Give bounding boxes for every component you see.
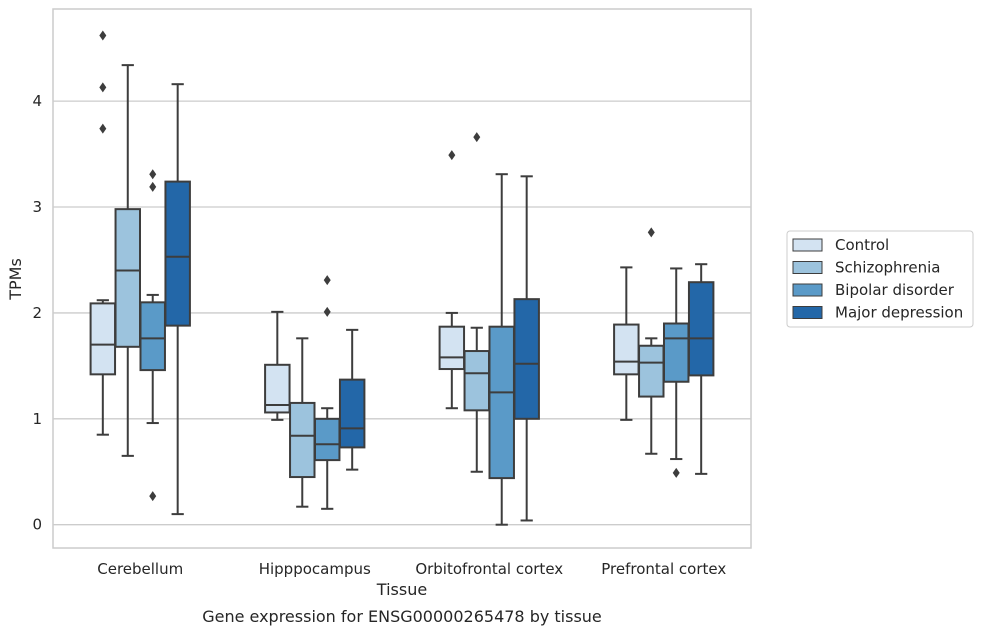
legend-frame: [786, 230, 974, 328]
box-prefrontal-cortex-schizophrenia: [638, 227, 665, 455]
legend-swatch: [792, 306, 823, 319]
x-tick-labels: Cerebellum Hipppocampus Orbitofrontal cort…: [97, 560, 726, 578]
box-cerebellum-major-depression: [164, 83, 191, 516]
legend: Control Schizophrenia Bipolar disorder Majo…: [786, 230, 974, 328]
legend-swatch: [792, 238, 823, 252]
box-body: [114, 208, 142, 348]
chart-caption: Gene expression for ENSG00000265478 by t…: [202, 607, 602, 626]
box-orbitofrontal-cortex-control: [438, 150, 466, 410]
outlier-point: [149, 169, 157, 180]
x-tick-label: Hipppocampus: [259, 560, 371, 578]
box-cerebellum-schizophrenia: [114, 64, 142, 457]
box-prefrontal-cortex-major-depression: [687, 263, 715, 475]
outlier-point: [323, 306, 331, 317]
box-cerebellum-bipolar-disorder: [139, 169, 166, 502]
box-orbitofrontal-cortex-bipolar-disorder: [488, 173, 515, 526]
x-tick-label: Cerebellum: [97, 560, 183, 578]
y-tick-label: 0: [32, 516, 42, 534]
outlier-point: [99, 30, 107, 41]
legend-label: Bipolar disorder: [835, 281, 955, 299]
y-tick-labels: 0 1 2 3 4: [32, 92, 42, 534]
box-hipppocampus-control: [264, 310, 291, 421]
box-hipppocampus-major-depression: [338, 328, 366, 471]
box-body: [488, 325, 515, 480]
box-body: [638, 344, 665, 398]
box-hipppocampus-schizophrenia: [289, 337, 316, 508]
box-body: [438, 325, 466, 371]
legend-label: Schizophrenia: [835, 259, 940, 277]
legend-swatch: [792, 261, 823, 274]
box-cerebellum-control: [89, 30, 117, 436]
box-hipppocampus-bipolar-disorder: [313, 275, 341, 510]
plot-frame: [52, 8, 752, 549]
outlier-point: [149, 181, 157, 192]
box-body: [613, 323, 640, 376]
y-tick-label: 2: [32, 304, 42, 322]
box-body: [139, 301, 166, 372]
box-prefrontal-cortex-control: [613, 266, 640, 421]
outlier-point: [149, 491, 157, 502]
box-orbitofrontal-cortex-schizophrenia: [463, 132, 491, 473]
y-axis-label: TPMs: [6, 258, 25, 301]
box-body: [662, 322, 690, 383]
box-body: [164, 180, 191, 327]
y-tick-label: 3: [32, 198, 42, 216]
x-tick-label: Orbitofrontal cortex: [415, 560, 563, 578]
outlier-point: [448, 150, 456, 161]
x-axis-label: Tissue: [376, 580, 427, 599]
outlier-point: [323, 275, 331, 286]
legend-label: Major depression: [835, 304, 963, 322]
box-body: [513, 298, 540, 420]
box-body: [313, 417, 341, 462]
x-tick-label: Prefrontal cortex: [601, 560, 726, 578]
box-series: [89, 30, 715, 526]
box-prefrontal-cortex-bipolar-disorder: [662, 267, 690, 478]
outlier-point: [99, 123, 107, 134]
box-body: [89, 302, 117, 376]
box-body: [463, 350, 491, 412]
box-body: [687, 281, 715, 377]
outlier-point: [99, 82, 107, 93]
y-tick-label: 1: [32, 410, 42, 428]
box-orbitofrontal-cortex-major-depression: [513, 175, 540, 522]
legend-label: Control: [835, 236, 889, 254]
box-body: [338, 378, 366, 449]
y-tick-label: 4: [32, 92, 42, 110]
outlier-point: [473, 132, 481, 143]
outlier-point: [647, 227, 655, 238]
legend-swatch: [792, 283, 823, 297]
outlier-point: [672, 467, 680, 478]
box-body: [289, 401, 316, 479]
